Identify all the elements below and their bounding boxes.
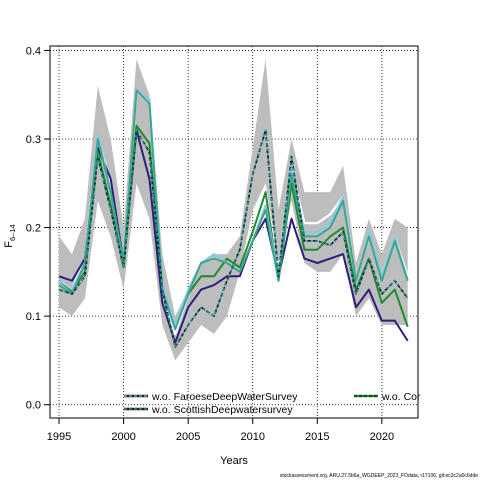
legend-label-1: w.o. ScottishDeepwatersurvey — [151, 404, 293, 416]
series-lines — [58, 89, 409, 349]
series-line-6 — [58, 129, 409, 348]
legend-label-0: w.o. FaroeseDeepWaterSurvey — [151, 391, 298, 403]
y-tick-label-3: 0.3 — [26, 134, 41, 146]
y-tick-label-2: 0.2 — [26, 223, 41, 235]
y-tick-label-0: 0.0 — [26, 400, 41, 412]
confidence-band — [59, 59, 408, 361]
series-line-1 — [58, 129, 409, 344]
y-tick-label-1: 0.1 — [26, 311, 41, 323]
legend-label-2: w.o. Cor — [381, 391, 421, 403]
y-axis-label-main: F — [3, 241, 15, 248]
x-axis-ticks: 1995 2000 2005 2010 2015 2020 — [47, 418, 394, 443]
y-axis-ticks: 0.0 0.1 0.2 0.3 0.4 — [26, 45, 50, 412]
source-note: stockassessment.org, ARU.27.5b6a_WGDEEP_… — [280, 473, 478, 479]
confidence-band-area — [59, 59, 408, 361]
y-axis-label: F6–14 — [3, 224, 17, 247]
x-tick-label-2: 2005 — [176, 431, 200, 443]
x-tick-label-4: 2015 — [305, 431, 329, 443]
x-tick-label-1: 2000 — [111, 431, 135, 443]
plot-frame — [49, 45, 419, 419]
x-axis-label: Years — [220, 455, 248, 467]
x-tick-label-0: 1995 — [47, 431, 71, 443]
y-axis-label-subscript: 6–14 — [8, 224, 17, 241]
x-tick-label-5: 2020 — [370, 431, 394, 443]
x-tick-label-3: 2010 — [240, 431, 264, 443]
y-tick-label-4: 0.4 — [26, 45, 41, 57]
